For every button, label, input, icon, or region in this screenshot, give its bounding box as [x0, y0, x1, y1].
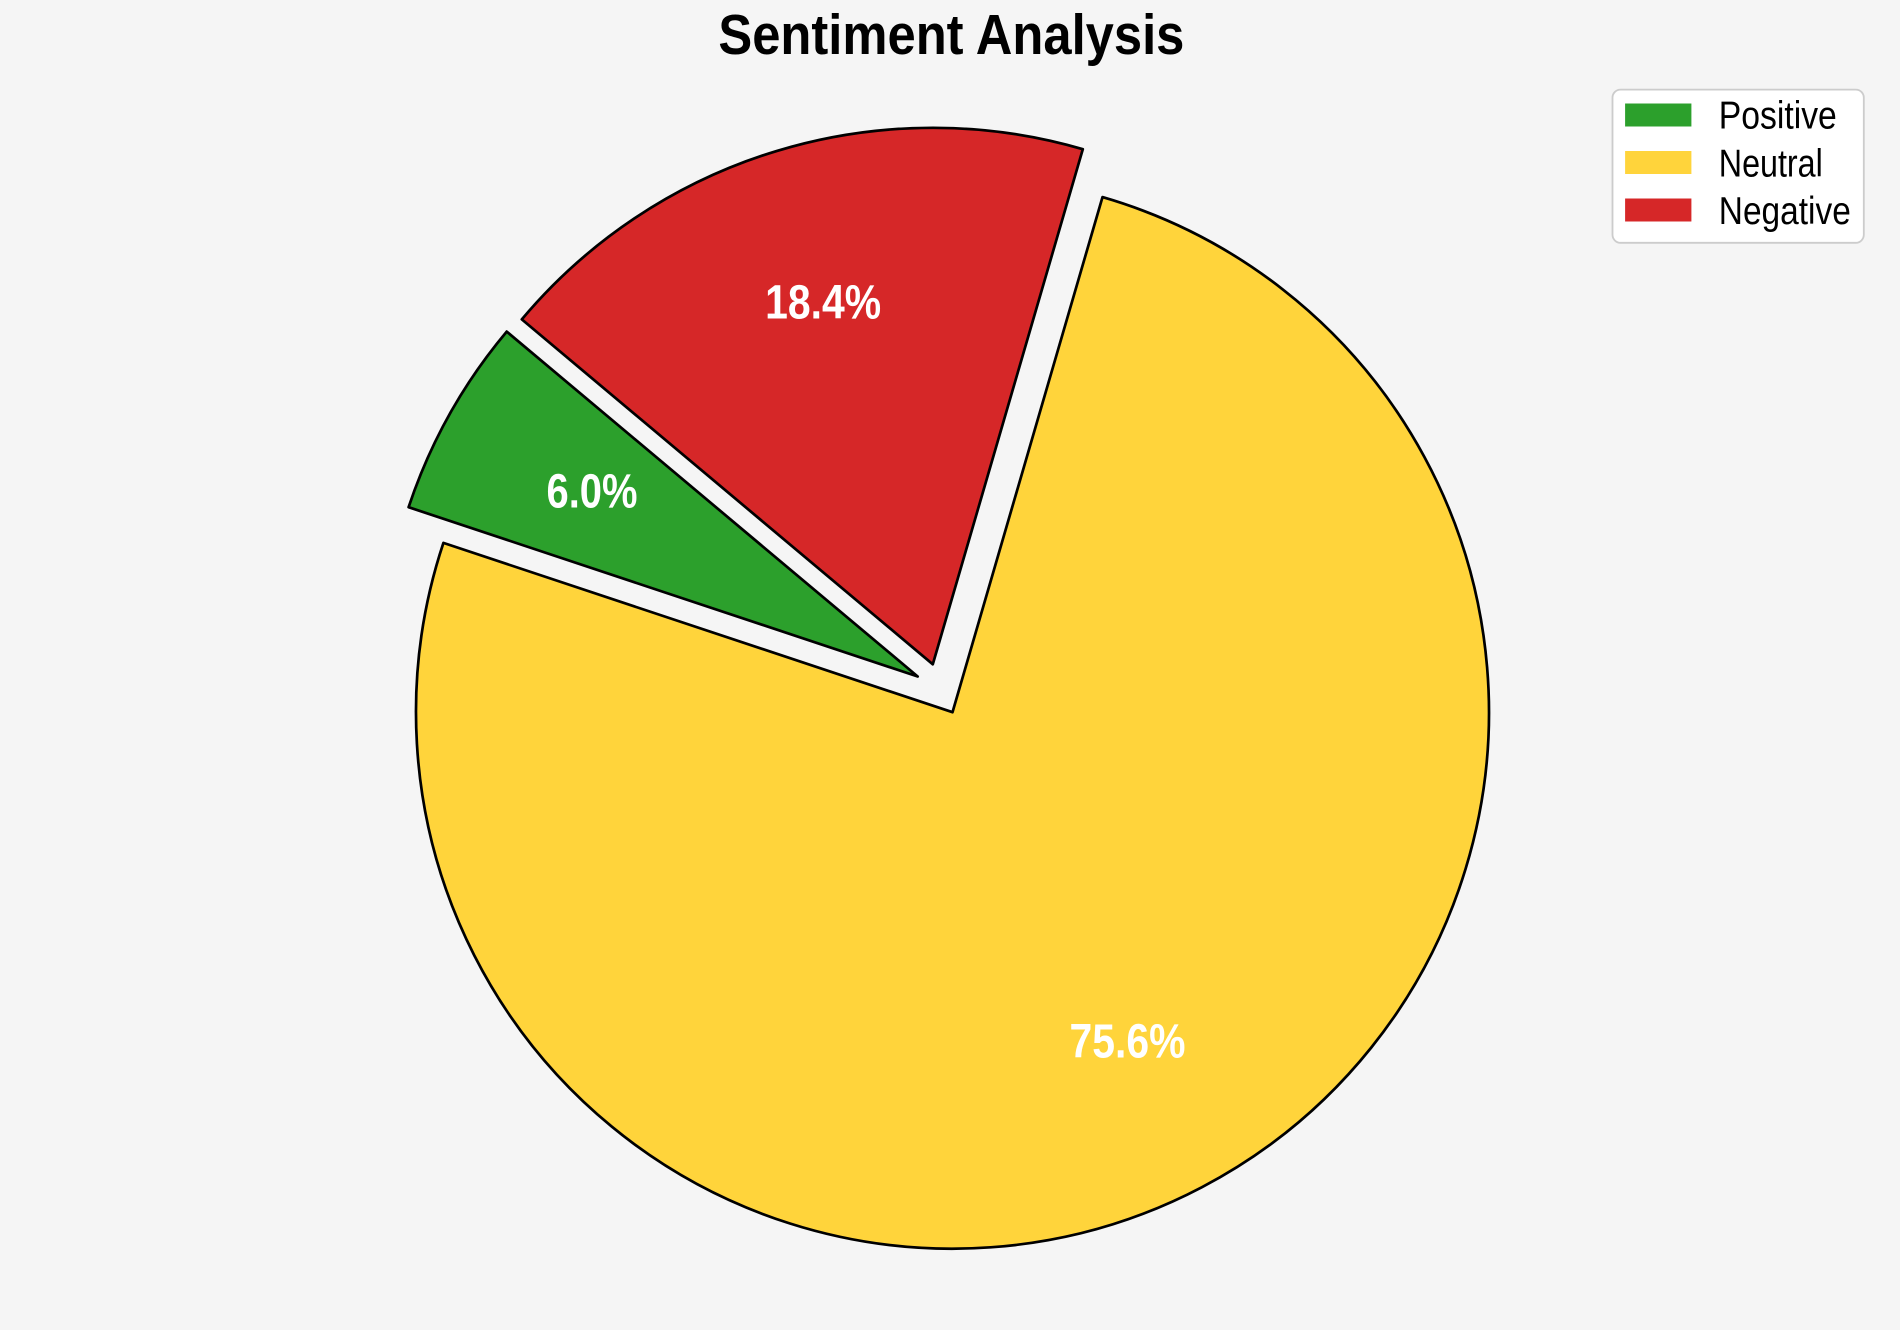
svg-text:Sentiment Analysis: Sentiment Analysis	[718, 3, 1184, 66]
svg-text:Negative: Negative	[1719, 190, 1851, 233]
svg-text:Neutral: Neutral	[1719, 143, 1823, 186]
svg-text:Positive: Positive	[1719, 95, 1837, 138]
svg-text:18.4%: 18.4%	[765, 276, 881, 330]
svg-text:75.6%: 75.6%	[1070, 1014, 1186, 1068]
svg-text:6.0%: 6.0%	[547, 465, 638, 519]
